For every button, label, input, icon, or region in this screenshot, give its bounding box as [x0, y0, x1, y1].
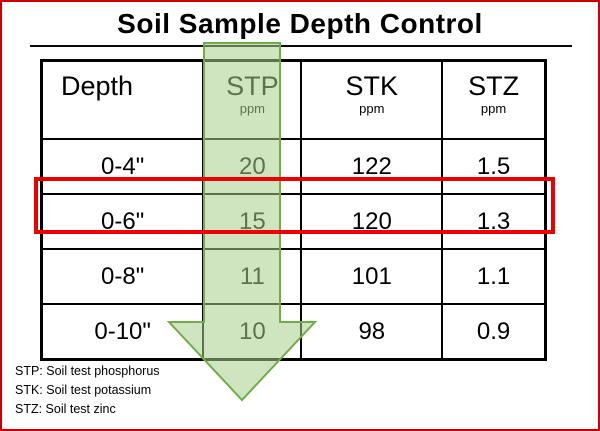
page-title: Soil Sample Depth Control — [117, 8, 483, 39]
cell-depth: 0-10" — [40, 303, 205, 361]
cell-stp: 11 — [202, 248, 303, 305]
cell-stp: 10 — [202, 303, 303, 361]
cell-depth: 0-6" — [40, 193, 205, 250]
footnote-stk: STK: Soil test potassium — [15, 383, 152, 397]
col-header-label: Depth — [61, 71, 134, 101]
col-header-stz: STZ ppm — [441, 59, 547, 140]
col-header-unit — [61, 101, 201, 117]
cell-depth: 0-8" — [40, 248, 205, 305]
footnotes: STP: Soil test phosphorus STK: Soil test… — [15, 362, 160, 419]
cell-stz: 1.5 — [441, 138, 547, 195]
col-header-label: STP — [226, 71, 279, 101]
table-row: 0-8" 11 101 1.1 — [40, 248, 547, 305]
table-row-highlighted: 0-6" 15 120 1.3 — [40, 193, 547, 250]
soil-depth-table: Depth STP ppm STK ppm STZ ppm 0-4" — [40, 59, 547, 361]
cell-stz: 0.9 — [441, 303, 547, 361]
cell-stz: 1.3 — [441, 193, 547, 250]
table-row: 0-4" 20 122 1.5 — [40, 138, 547, 195]
col-header-unit: ppm — [480, 101, 507, 116]
cell-stk: 101 — [300, 248, 444, 305]
col-header-depth: Depth — [40, 59, 205, 140]
cell-stp: 15 — [202, 193, 303, 250]
cell-depth: 0-4" — [40, 138, 205, 195]
cell-stk: 98 — [300, 303, 444, 361]
cell-stp: 20 — [202, 138, 303, 195]
cell-stk: 122 — [300, 138, 444, 195]
col-header-unit: ppm — [359, 101, 385, 116]
cell-stk: 120 — [300, 193, 444, 250]
cell-stz: 1.1 — [441, 248, 547, 305]
col-header-stk: STK ppm — [300, 59, 444, 140]
title-divider — [30, 45, 572, 47]
footnote-stz: STZ: Soil test zinc — [15, 402, 116, 416]
col-header-label: STK — [345, 71, 399, 101]
table-header-row: Depth STP ppm STK ppm STZ ppm — [40, 59, 547, 140]
col-header-label: STZ — [468, 71, 520, 101]
footnote-stp: STP: Soil test phosphorus — [15, 364, 160, 378]
col-header-unit: ppm — [239, 101, 266, 116]
col-header-stp: STP ppm — [202, 59, 303, 140]
table-row: 0-10" 10 98 0.9 — [40, 303, 547, 361]
